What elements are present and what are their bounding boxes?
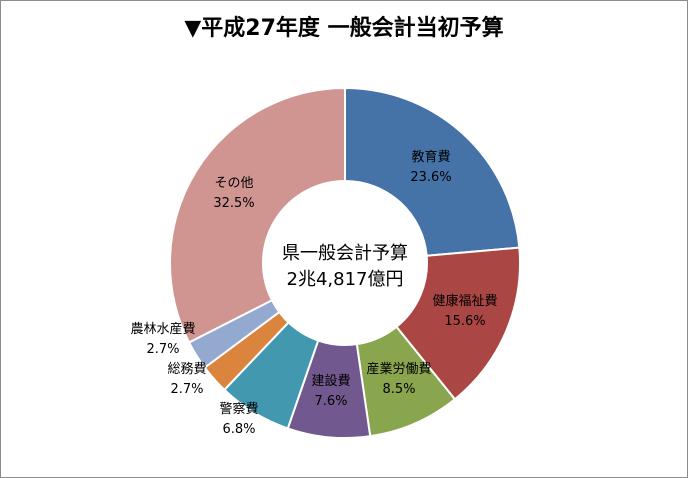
slice-general-affairs-value-label: 2.7% [170, 382, 203, 397]
slice-general-affairs-category-label: 総務費 [167, 362, 206, 377]
labels-group: 教育費 23.6% 健康福祉費 15.6% 産業労働費 8.5% 建設費 7.6% 警察費 6.8… [130, 149, 497, 437]
slice-agriculture-value-label: 2.7% [146, 342, 179, 357]
slice-other [169, 86, 346, 344]
slice-construction-value-label: 7.6% [314, 394, 347, 409]
slice-other-value-label: 32.5% [213, 196, 254, 211]
slice-agriculture-category-label: 農林水産費 [130, 321, 195, 337]
slice-other-category-label: その他 [214, 176, 253, 191]
slice-police-category-label: 警察費 [219, 401, 258, 417]
slice-police-value-label: 6.8% [222, 422, 255, 437]
slice-education-category-label: 教育費 [411, 149, 450, 165]
slice-industry-labor-value-label: 8.5% [382, 382, 415, 397]
slice-industry-labor-category-label: 産業労働費 [366, 361, 431, 377]
slice-health-welfare [395, 246, 521, 401]
slice-construction-category-label: 建設費 [311, 373, 350, 389]
slices-group [169, 86, 521, 439]
slice-health-welfare-category-label: 健康福祉費 [432, 293, 497, 309]
slice-health-welfare-value-label: 15.6% [444, 314, 485, 329]
chart-title: ▼平成27年度 一般会計当初予算 [184, 16, 504, 41]
center-label-line-1: 県一般会計予算 [282, 243, 408, 264]
slice-education-value-label: 23.6% [410, 170, 451, 185]
center-label-line-2: 2兆4,817億円 [287, 269, 404, 290]
slice-education [344, 86, 521, 257]
